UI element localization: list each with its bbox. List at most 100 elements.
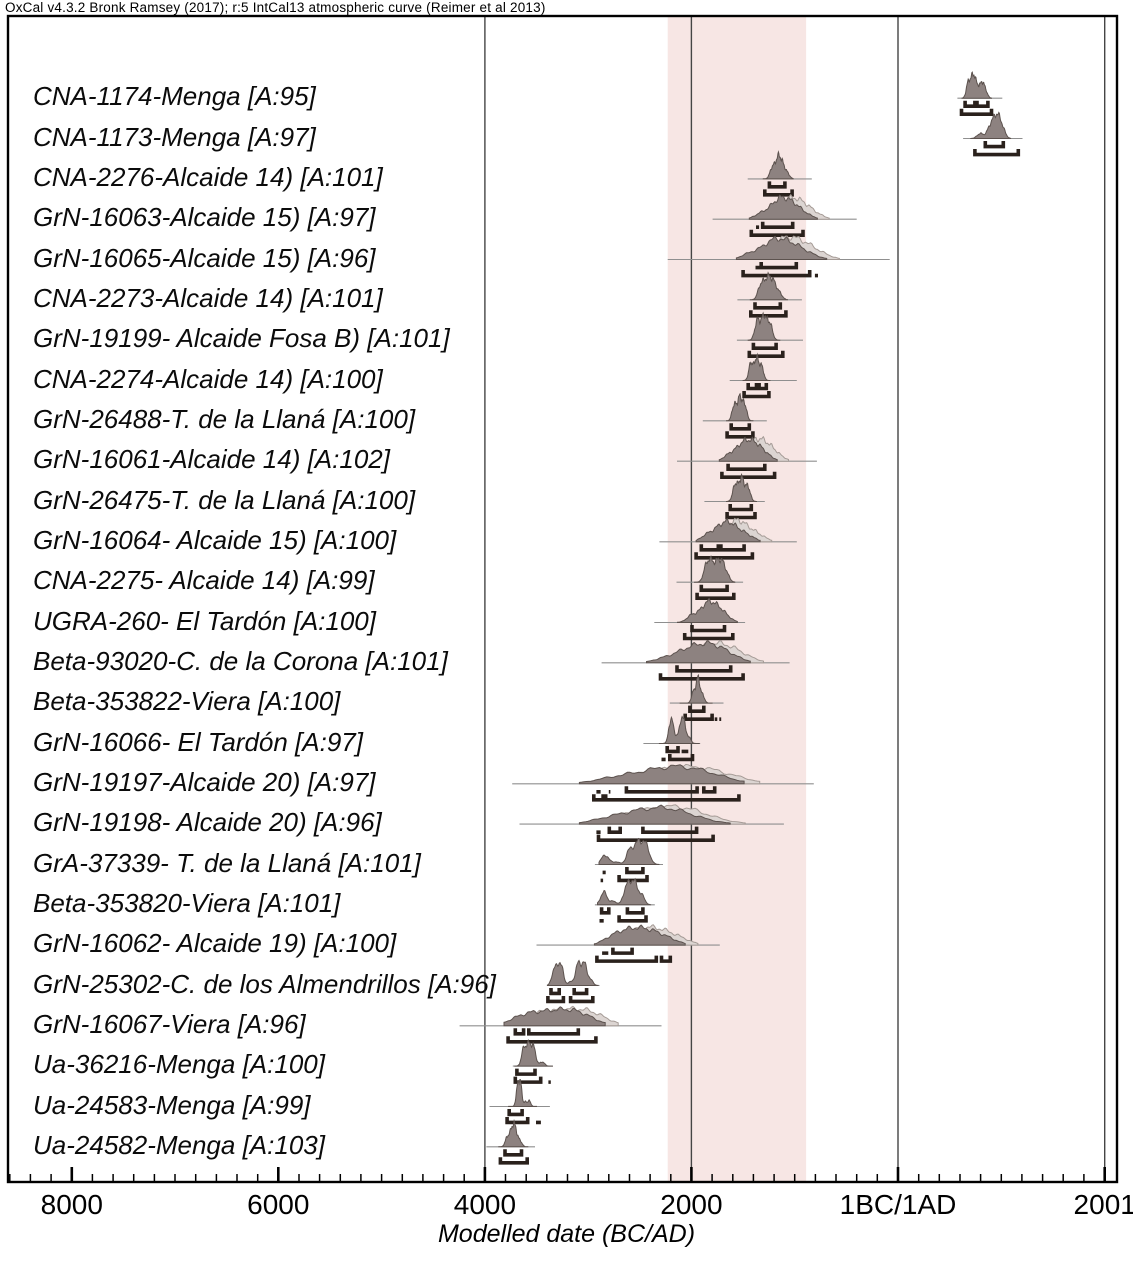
range-bar-68 bbox=[675, 665, 733, 673]
range-bar-95 bbox=[725, 512, 757, 520]
range-bar-95 bbox=[658, 673, 745, 681]
range-bar-68 bbox=[726, 463, 767, 471]
distribution-row bbox=[594, 837, 663, 883]
distribution-row bbox=[594, 877, 655, 923]
axis-tick-label: 1BC/1AD bbox=[840, 1189, 957, 1220]
row-label: GrN-26475-T. de la Llaná [A:100] bbox=[33, 484, 416, 515]
row-label: Ua-36216-Menga [A:100] bbox=[33, 1049, 325, 1080]
row-label: GrN-16065-Alcaide 15) [A:96] bbox=[33, 242, 376, 273]
posterior-curve bbox=[742, 352, 771, 381]
range-bar-68 bbox=[751, 342, 778, 350]
row-label: CNA-1174-Menga [A:95] bbox=[33, 81, 316, 112]
posterior-curve bbox=[679, 673, 713, 704]
row-label: UGRA-260- El Tardón [A:100] bbox=[33, 605, 376, 636]
distribution-row bbox=[737, 271, 802, 318]
row-label: GrN-19197-Alcaide 20) [A:97] bbox=[33, 766, 376, 797]
range-bar-95 bbox=[600, 875, 649, 883]
range-bar-68 bbox=[728, 504, 754, 512]
distribution-row bbox=[512, 1038, 553, 1084]
range-bar-68 bbox=[756, 221, 795, 229]
row-label: GrN-19199- Alcaide Fosa B) [A:101] bbox=[33, 323, 450, 354]
range-bar-68 bbox=[767, 181, 787, 189]
range-bar-95 bbox=[505, 1117, 541, 1125]
posterior-curve bbox=[695, 518, 761, 543]
distribution-row bbox=[643, 715, 701, 762]
posterior-curve bbox=[503, 1006, 606, 1027]
posterior-curve bbox=[726, 392, 754, 422]
x-axis-title: Modelled date (BC/AD) bbox=[437, 1220, 696, 1248]
row-label: Beta-353822-Viera [A:100] bbox=[33, 686, 341, 717]
range-bar-68 bbox=[549, 988, 589, 996]
range-bar-68 bbox=[746, 383, 769, 391]
range-bar-68 bbox=[515, 1068, 537, 1076]
distribution-row bbox=[963, 111, 1023, 157]
distribution-row bbox=[729, 352, 797, 399]
distribution-row bbox=[659, 517, 797, 560]
range-bar-68 bbox=[599, 907, 645, 915]
row-label: CNA-1173-Menga [A:97] bbox=[33, 121, 316, 152]
posterior-curve bbox=[578, 764, 745, 785]
posterior-curve bbox=[508, 1079, 537, 1107]
posterior-curve bbox=[598, 837, 660, 865]
posterior-curve bbox=[546, 959, 599, 986]
row-label: GrN-19198- Alcaide 20) [A:96] bbox=[33, 807, 382, 838]
range-bar-95 bbox=[741, 270, 818, 278]
row-label: GrN-16062- Alcaide 19) [A:100] bbox=[33, 928, 397, 959]
range-bar-95 bbox=[596, 834, 715, 842]
distribution-row bbox=[459, 1005, 662, 1044]
row-label: Ua-24582-Menga [A:103] bbox=[33, 1129, 325, 1160]
posterior-curve bbox=[694, 555, 736, 583]
range-bar-68 bbox=[690, 625, 727, 633]
axis-tick-label: 2000 bbox=[660, 1189, 722, 1220]
range-bar-68 bbox=[963, 100, 990, 108]
plot-frame bbox=[6, 14, 1119, 1184]
range-bar-95 bbox=[595, 955, 673, 963]
range-bar-95 bbox=[749, 229, 805, 237]
axis-tick-label: 8000 bbox=[41, 1189, 103, 1220]
distribution-row bbox=[519, 804, 784, 842]
posterior-curve bbox=[718, 436, 778, 462]
posterior-curve bbox=[578, 804, 731, 825]
range-bar-68 bbox=[753, 302, 783, 310]
posterior-curve bbox=[597, 877, 652, 906]
range-bar-68 bbox=[513, 1028, 581, 1036]
distribution-row bbox=[654, 597, 746, 641]
distribution-row bbox=[676, 555, 744, 600]
posterior-curve bbox=[726, 473, 757, 502]
posterior-curve bbox=[593, 924, 686, 946]
posterior-curve bbox=[498, 1118, 529, 1148]
range-bar-68 bbox=[699, 584, 729, 592]
range-bar-68 bbox=[665, 746, 689, 754]
range-bar-68 bbox=[688, 705, 706, 713]
distribution-row bbox=[489, 1079, 550, 1125]
range-bar-95 bbox=[959, 108, 994, 116]
range-bar-95 bbox=[506, 1036, 598, 1044]
distribution-row bbox=[512, 763, 814, 802]
distribution-row bbox=[736, 311, 803, 358]
distribution-row bbox=[747, 150, 812, 197]
distribution-row bbox=[601, 639, 790, 681]
range-bar-95 bbox=[694, 552, 755, 560]
distribution-row bbox=[486, 1118, 535, 1165]
range-bar-95 bbox=[682, 633, 735, 641]
posterior-curve bbox=[762, 150, 794, 180]
posterior-curve bbox=[961, 71, 992, 99]
row-label: CNA-2273-Alcaide 14) [A:101] bbox=[33, 282, 383, 313]
distribution-row bbox=[546, 959, 600, 1004]
range-bar-68 bbox=[602, 867, 645, 875]
distribution-row bbox=[536, 924, 720, 963]
range-bar-68 bbox=[699, 544, 746, 552]
row-label: GrN-16066- El Tardón [A:97] bbox=[33, 726, 363, 757]
range-bar-95 bbox=[725, 431, 755, 439]
posterior-curve bbox=[735, 235, 828, 260]
posterior-curve bbox=[749, 271, 788, 301]
range-bar-68 bbox=[596, 826, 699, 834]
row-label: GrN-25302-C. de los Almendrillos [A:96] bbox=[33, 968, 496, 999]
highlight-band bbox=[667, 16, 807, 1182]
distribution-row bbox=[957, 71, 1003, 116]
range-bar-68 bbox=[507, 1109, 524, 1117]
row-label: GrN-16064- Alcaide 15) [A:100] bbox=[33, 524, 397, 555]
range-bar-95 bbox=[763, 189, 794, 197]
